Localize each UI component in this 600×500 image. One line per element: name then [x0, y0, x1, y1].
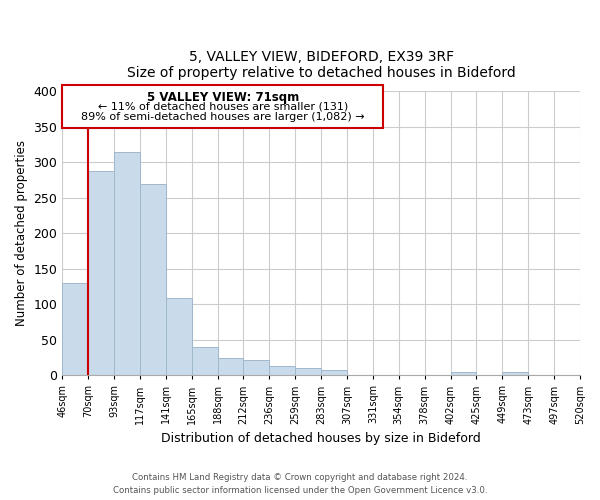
Bar [502, 372, 528, 376]
Bar [192, 347, 218, 376]
Bar [166, 298, 192, 376]
Title: 5, VALLEY VIEW, BIDEFORD, EX39 3RF
Size of property relative to detached houses : 5, VALLEY VIEW, BIDEFORD, EX39 3RF Size … [127, 50, 515, 80]
Bar [295, 368, 321, 376]
Bar [269, 366, 295, 376]
Bar [244, 360, 269, 376]
Bar [218, 358, 244, 376]
Text: Contains HM Land Registry data © Crown copyright and database right 2024.
Contai: Contains HM Land Registry data © Crown c… [113, 474, 487, 495]
Bar [321, 370, 347, 376]
Bar [451, 372, 476, 376]
Text: 89% of semi-detached houses are larger (1,082) →: 89% of semi-detached houses are larger (… [81, 112, 365, 122]
Y-axis label: Number of detached properties: Number of detached properties [15, 140, 28, 326]
Bar [88, 172, 114, 376]
X-axis label: Distribution of detached houses by size in Bideford: Distribution of detached houses by size … [161, 432, 481, 445]
FancyBboxPatch shape [62, 86, 383, 128]
Bar [140, 184, 166, 376]
Text: 5 VALLEY VIEW: 71sqm: 5 VALLEY VIEW: 71sqm [146, 91, 299, 104]
Bar [114, 152, 140, 376]
Text: ← 11% of detached houses are smaller (131): ← 11% of detached houses are smaller (13… [98, 101, 348, 111]
Bar [62, 283, 88, 376]
